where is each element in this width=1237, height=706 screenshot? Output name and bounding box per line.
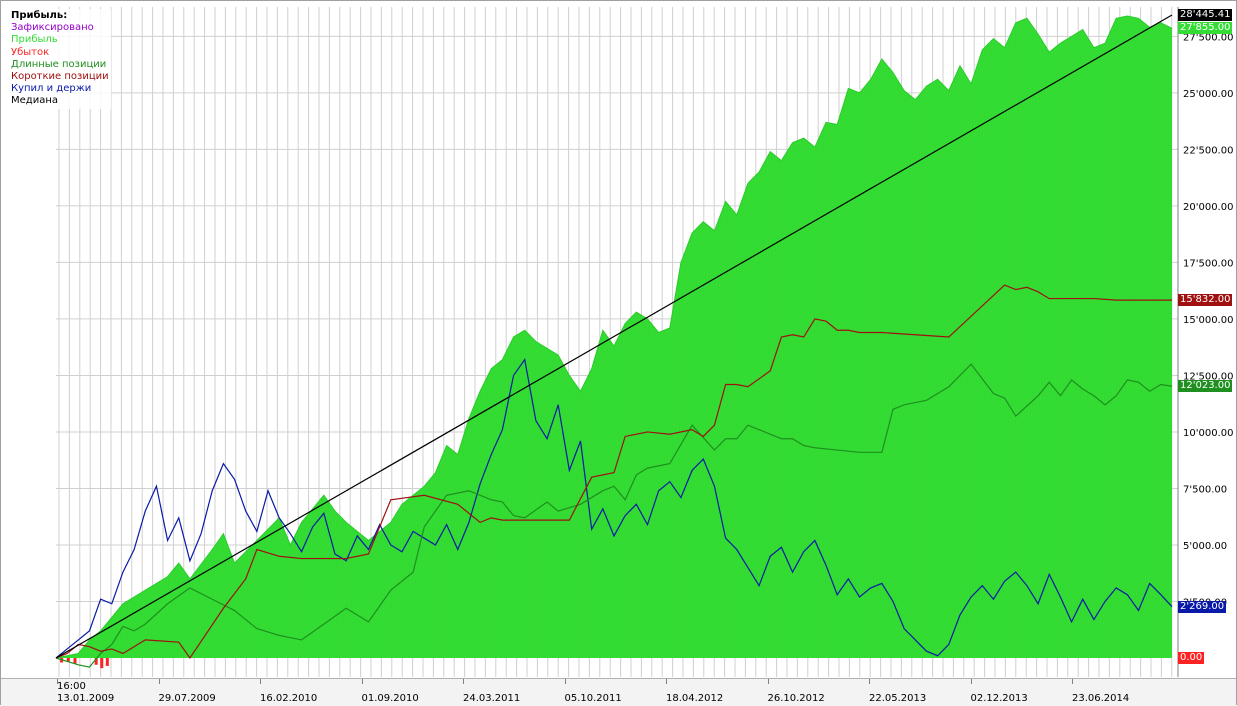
series-line-0a1aa8	[55, 358, 1173, 659]
profit-chart: 2'500.005'000.007'500.0010'000.0012'500.…	[55, 7, 1233, 677]
x-tick-mark	[158, 679, 160, 684]
profit-area-outline	[55, 15, 1173, 659]
x-tick-mark	[869, 679, 870, 684]
x-tick-label: 24.03.2011	[463, 693, 521, 704]
legend-item: Зафиксировано	[11, 22, 94, 34]
loss-bar	[105, 658, 109, 666]
value-tag: 27'855.00	[1178, 22, 1233, 35]
x-tick-label: 16.02.2010	[260, 693, 318, 704]
y-tick-label: 15'000.00	[1183, 315, 1233, 326]
x-tick-label: 05.10.2011	[564, 693, 622, 704]
value-tag: 12'023.00	[1178, 380, 1233, 393]
legend-item: Медиана	[11, 95, 58, 107]
x-tick-label: 01.09.2010	[361, 693, 419, 704]
value-tag: 15'832.00	[1178, 294, 1233, 307]
x-tick-mark	[463, 679, 464, 684]
y-tick-label: 17'500.00	[1183, 258, 1233, 269]
y-tick-label: 20'000.00	[1183, 202, 1233, 213]
x-tick-mark	[57, 679, 58, 684]
x-tick-mark	[767, 679, 769, 684]
x-tick-mark	[666, 679, 667, 684]
chart-legend: Прибыль: Зафиксировано Прибыль Убыток Длинн…	[9, 9, 111, 109]
y-tick-label: 10'000.00	[1183, 428, 1233, 439]
legend-item: Прибыль	[11, 34, 58, 46]
x-tick-mark	[260, 679, 261, 684]
x-tick-mark	[361, 679, 363, 684]
loss-bar	[66, 658, 70, 662]
y-tick-label: 22'500.00	[1183, 145, 1233, 156]
x-tick-label: 29.07.2009	[158, 693, 216, 704]
legend-item: Короткие позиции	[11, 71, 109, 83]
loss-bar	[94, 658, 98, 665]
x-axis-bar	[1, 678, 1236, 706]
loss-bar	[73, 658, 77, 664]
legend-item: Купил и держи	[11, 83, 92, 95]
series-line-median	[55, 14, 1173, 659]
value-tag: 2'269.00	[1178, 600, 1227, 613]
x-tick-label: 13.01.2009	[57, 693, 115, 704]
legend-title: Прибыль:	[11, 10, 68, 21]
legend-items: Зафиксировано Прибыль Убыток Длинные позици…	[11, 22, 109, 107]
value-tag: 28'445.41	[1178, 9, 1233, 21]
x-tick-mark	[564, 679, 566, 684]
x-tick-label: 18.04.2012	[666, 693, 724, 704]
x-tick-label: 26.10.2012	[767, 693, 825, 704]
y-tick-label: 27'500.00	[1183, 32, 1233, 43]
value-tag: 0.00	[1178, 652, 1205, 664]
x-tick-mark	[1072, 679, 1073, 684]
series-line-a01010	[55, 284, 1172, 660]
legend-item: Убыток	[11, 46, 50, 58]
x-tick-mark	[970, 679, 972, 684]
x-tick-label: 02.12.2013	[970, 693, 1028, 704]
y-tick-label: 5'000.00	[1183, 541, 1227, 552]
series-line-1f8f1f	[55, 363, 1173, 668]
y-tick-label: 12'500.00	[1183, 371, 1233, 382]
legend-item: Длинные позиции	[11, 58, 107, 70]
x-tick-label: 23.06.2014	[1072, 693, 1130, 704]
x-axis-first-time-label: 16:00	[57, 681, 86, 692]
x-tick-label: 22.05.2013	[869, 693, 927, 704]
y-tick-label: 25'000.00	[1183, 89, 1233, 100]
y-tick-label: 7'500.00	[1183, 484, 1227, 495]
loss-bar	[100, 658, 104, 669]
profit-area	[56, 16, 1172, 658]
